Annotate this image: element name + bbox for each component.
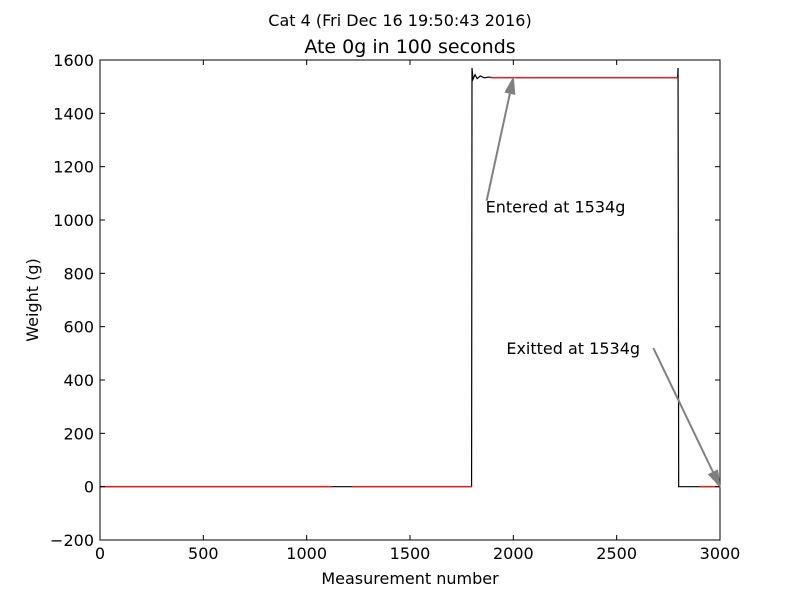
x-tick-label: 1500	[390, 544, 431, 563]
annotation-arrow-head-1	[707, 469, 721, 489]
x-tick-label: 3000	[700, 544, 741, 563]
y-tick-label: 1000	[53, 211, 94, 230]
x-tick-label: 2500	[596, 544, 637, 563]
y-axis-label: Weight (g)	[23, 258, 42, 341]
y-tick-label: 1400	[53, 104, 94, 123]
y-tick-label: 200	[63, 424, 94, 443]
annotation-arrow-shaft-1	[652, 347, 714, 473]
y-tick-label: 1600	[53, 51, 94, 70]
chart-title: Ate 0g in 100 seconds	[304, 36, 515, 58]
axis-ticks: 0 500 1000 1500 2000 2500 3000−200020040060080…	[50, 51, 740, 563]
x-axis-label: Measurement number	[321, 569, 499, 588]
annotation-label-0: Entered at 1534g	[486, 198, 626, 217]
chart-suptitle: Cat 4 (Fri Dec 16 19:50:43 2016)	[268, 11, 531, 30]
y-tick-label: 1200	[53, 158, 94, 177]
annotation-arrow-head-0	[504, 75, 516, 95]
y-tick-label: −200	[50, 531, 94, 550]
x-tick-label: 0	[95, 544, 105, 563]
x-tick-label: 500	[188, 544, 219, 563]
plot-area	[100, 67, 720, 488]
y-tick-label: 800	[63, 264, 94, 283]
annotation-arrow-shaft-0	[485, 93, 511, 201]
y-tick-label: 600	[63, 318, 94, 337]
y-tick-label: 0	[84, 478, 94, 497]
plot-frame	[99, 59, 721, 541]
y-tick-label: 400	[63, 371, 94, 390]
series-line-weight	[100, 67, 720, 488]
x-tick-label: 1000	[286, 544, 327, 563]
annotations: Entered at 1534g Exitted at 1534g	[485, 75, 721, 489]
x-tick-label: 2000	[493, 544, 534, 563]
annotation-label-1: Exitted at 1534g	[506, 339, 640, 358]
